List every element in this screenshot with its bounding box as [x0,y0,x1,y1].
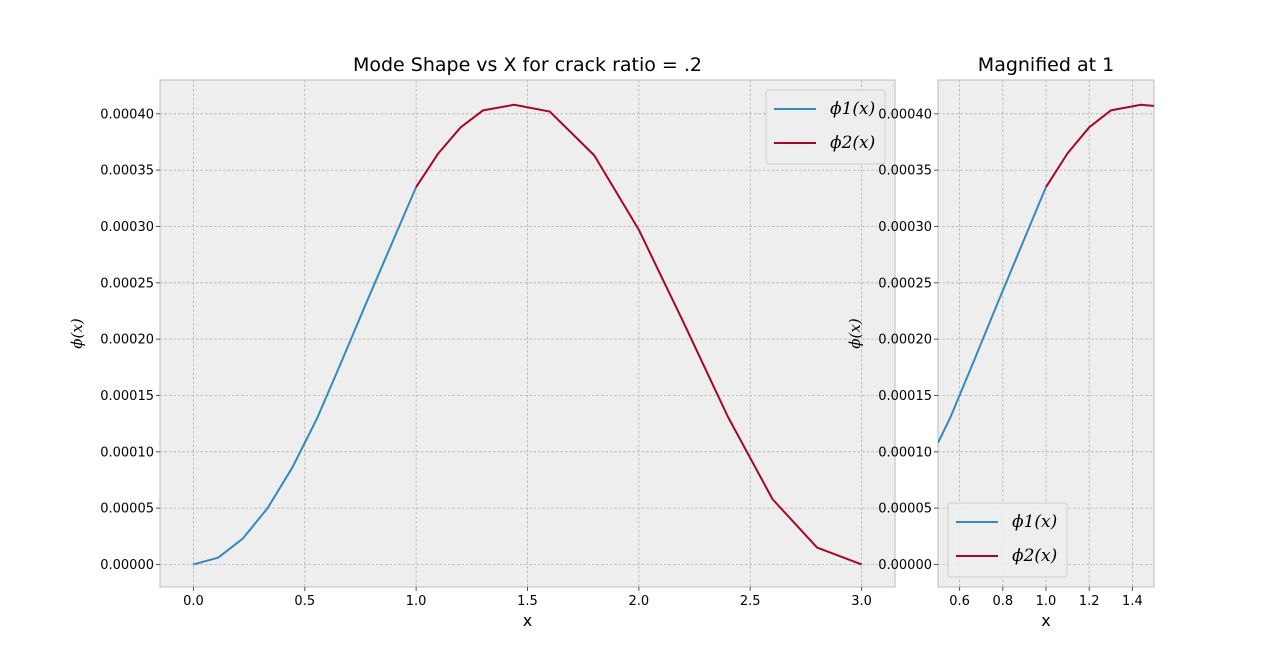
y-tick-label: 0.00005 [878,502,932,517]
legend-label-2: ϕ2(x) [1012,546,1057,566]
x-tick-label: 0.6 [949,594,970,609]
y-tick-label: 0.00030 [878,220,932,235]
x-tick-label: 0.8 [992,594,1013,609]
x-tick-label: 1.4 [1122,594,1143,609]
series-line-2 [415,103,862,566]
chart-title: Mode Shape vs X for crack ratio = .2 [353,54,702,76]
y-tick-label: 0.00035 [878,164,932,179]
y-tick-label: 0.00000 [100,558,154,573]
legend-label-1: ϕ1(x) [830,99,875,119]
y-tick-label: 0.00005 [100,502,154,517]
y-tick-label: 0.00025 [878,276,932,291]
x-axis-label: x [523,611,532,630]
y-tick-label: 0.00015 [100,389,154,404]
x-tick-label: 2.5 [740,594,761,609]
y-axis-label: ϕ(x) [68,318,86,349]
x-tick-label: 0.0 [183,594,204,609]
x-tick-label: 1.5 [517,594,538,609]
y-tick-label: 0.00010 [878,445,932,460]
x-tick-label: 3.0 [851,594,872,609]
series-line-2 [1045,103,1154,188]
series-line-1 [938,186,1047,444]
x-tick-label: 2.0 [629,594,650,609]
y-tick-label: 0.00040 [878,107,932,122]
y-tick-label: 0.00000 [878,558,932,573]
y-tick-label: 0.00035 [100,164,154,179]
y-tick-label: 0.00040 [100,107,154,122]
x-tick-label: 0.5 [294,594,315,609]
chart-1: 0.0 0.5 1.0 1.5 2.0 2.5 3.0 0.00000 0.00005 0.000… [68,54,896,630]
legend-label-2: ϕ2(x) [830,133,875,153]
chart-2: 0.6 0.8 1.0 1.2 1.4 0.00000 0.00005 0.00010 0.00… [846,54,1155,630]
y-tick-label: 0.00025 [100,276,154,291]
y-tick-label: 0.00020 [100,333,154,348]
y-tick-label: 0.00010 [100,445,154,460]
y-tick-label: 0.00030 [100,220,154,235]
x-axis-label: x [1041,611,1050,630]
chart-title: Magnified at 1 [978,54,1114,76]
x-tick-label: 1.2 [1079,594,1100,609]
y-tick-label: 0.00015 [878,389,932,404]
x-tick-label: 1.0 [1036,594,1057,609]
legend: ϕ1(x) ϕ2(x) [947,502,1068,578]
series-line-1 [193,186,418,566]
x-tick-label: 1.0 [406,594,427,609]
legend-label-1: ϕ1(x) [1012,512,1057,532]
y-axis-label: ϕ(x) [846,318,864,349]
y-tick-label: 0.00020 [878,333,932,348]
legend: ϕ1(x) ϕ2(x) [765,89,886,165]
